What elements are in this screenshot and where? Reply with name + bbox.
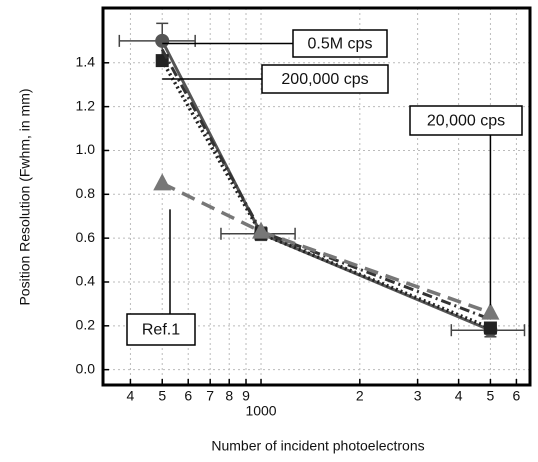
y-axis-label: Position Resolution (Fwhm, in mm): [17, 88, 33, 305]
x-tick-label: 4: [127, 388, 135, 404]
y-tick-label: 0.8: [76, 185, 96, 201]
y-tick-label: 1.0: [76, 141, 96, 157]
annotation-box: [261, 64, 389, 94]
x-tick-label: 1000: [245, 403, 276, 419]
annotation-box: [292, 29, 388, 58]
x-tick-label: 6: [513, 388, 521, 404]
x-tick-label: 3: [414, 388, 422, 404]
x-tick-label: 4: [455, 388, 463, 404]
x-tick-label: 9: [242, 388, 250, 404]
x-tick-label: 5: [158, 388, 166, 404]
y-tick-label: 0.2: [76, 317, 96, 333]
y-tick-label: 0.6: [76, 229, 96, 245]
y-tick-label: 0.4: [76, 273, 96, 289]
series-line: [161, 181, 492, 315]
plot-frame: [101, 6, 532, 387]
annotation: 200,000 cps: [281, 71, 368, 88]
x-tick-label: 8: [225, 388, 233, 404]
y-tick-label: 1.2: [76, 97, 96, 113]
marker: [155, 33, 170, 48]
marker: [483, 321, 497, 335]
annotation: Ref.1: [142, 322, 180, 339]
marker: [153, 173, 172, 191]
x-axis-label: Number of incident photoelectrons: [211, 438, 424, 454]
x-tick-label: 7: [206, 388, 214, 404]
annotation-box: [409, 105, 523, 136]
annotation: 0.5M cps: [308, 36, 373, 53]
x-tick-label: 5: [487, 388, 495, 404]
marker: [481, 302, 500, 320]
x-tick-label: 6: [184, 388, 192, 404]
y-tick-label: 1.4: [76, 53, 96, 69]
x-tick-label: 2: [356, 388, 364, 404]
y-tick-label: 0.0: [76, 360, 96, 376]
series-line: [160, 59, 492, 330]
marker: [252, 221, 271, 239]
annotation-box: [126, 313, 196, 346]
annotation: 20,000 cps: [427, 113, 505, 130]
